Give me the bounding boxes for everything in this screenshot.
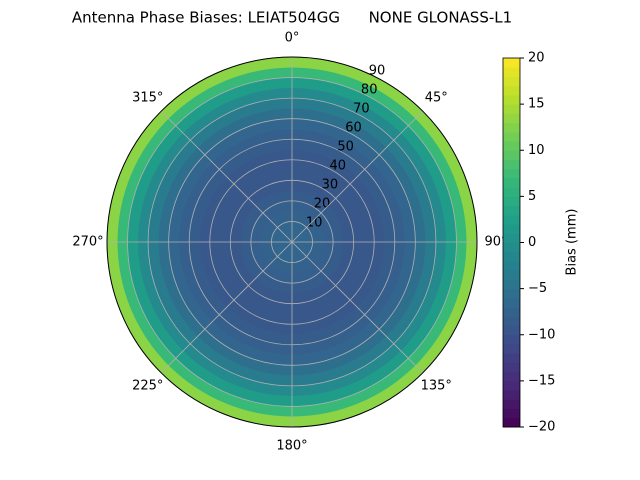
grid-spoke — [160, 241, 293, 374]
colorbar-tick-label: −20 — [528, 420, 555, 435]
colorbar-segment — [503, 260, 520, 271]
colorbar-segment — [503, 297, 520, 308]
colorbar-tick-label: −15 — [528, 373, 555, 388]
grid-spoke — [291, 241, 424, 374]
colorbar-segment — [503, 270, 520, 280]
colorbar-segment — [503, 353, 520, 363]
colorbar-segment — [503, 362, 520, 373]
colorbar-segment — [503, 141, 520, 151]
theta-tick-label: 0° — [285, 31, 300, 46]
colorbar-segment — [503, 94, 520, 105]
r-tick-label: 90 — [369, 64, 386, 79]
colorbar-segment — [503, 187, 520, 197]
colorbar-tick-label: 20 — [528, 51, 545, 66]
polar-frame — [106, 56, 478, 428]
colorbar-segment — [503, 67, 520, 77]
colorbar-tick-label: 5 — [528, 189, 536, 204]
colorbar-label: Bias (mm) — [565, 209, 580, 276]
grid-spoke — [291, 110, 424, 243]
colorbar-segment — [503, 76, 520, 87]
colorbar-segment — [503, 251, 520, 262]
r-tick-label: 30 — [322, 178, 339, 193]
r-tick-label: 50 — [337, 140, 354, 155]
colorbar-segment — [503, 159, 520, 170]
colorbar-segment — [503, 417, 520, 428]
colorbar-segment — [503, 122, 520, 133]
colorbar-segment — [503, 399, 520, 410]
colorbar-segment — [503, 279, 520, 290]
theta-tick-label: 315° — [132, 90, 163, 105]
colorbar-segment — [503, 408, 520, 419]
colorbar-segment — [503, 380, 520, 391]
colorbar-segment — [503, 113, 520, 124]
r-tick-label: 80 — [361, 83, 378, 98]
colorbar-segment — [503, 205, 520, 216]
theta-tick-label: 270° — [72, 235, 103, 250]
theta-tick-label: 225° — [132, 379, 163, 394]
r-tick-label: 60 — [345, 121, 362, 136]
colorbar-segment — [503, 307, 520, 317]
colorbar-tick-label: −5 — [528, 281, 547, 296]
colorbar-segment — [503, 242, 520, 253]
colorbar-segment — [503, 390, 520, 400]
colorbar-segment — [503, 343, 520, 354]
r-tick-label: 20 — [314, 197, 331, 212]
colorbar-segment — [503, 325, 520, 336]
colorbar-segment — [503, 131, 520, 142]
colorbar-segment — [503, 334, 520, 345]
colorbar-segment — [503, 85, 520, 96]
colorbar-tick-label: 15 — [528, 97, 545, 112]
chart-title: Antenna Phase Biases: LEIAT504GG NONE GL… — [72, 9, 512, 27]
colorbar-segment — [503, 371, 520, 382]
grid-spoke — [160, 110, 293, 243]
r-tick-label: 70 — [353, 102, 370, 117]
colorbar-segment — [503, 177, 520, 188]
colorbar-tick-label: 0 — [528, 235, 536, 250]
colorbar-tick-label: −10 — [528, 327, 555, 342]
colorbar-tick-label: 10 — [528, 143, 545, 158]
colorbar-segment — [503, 224, 520, 234]
r-tick-label: 40 — [329, 159, 346, 174]
colorbar-segment — [503, 233, 520, 243]
colorbar-segment — [503, 196, 520, 207]
colorbar-segment — [503, 58, 520, 68]
colorbar-segment — [503, 168, 520, 179]
colorbar-segment — [503, 288, 520, 299]
theta-tick-label: 135° — [421, 379, 452, 394]
colorbar-segment — [503, 104, 520, 114]
theta-tick-label: 180° — [276, 439, 307, 454]
theta-tick-label: 45° — [425, 90, 448, 105]
colorbar-segment — [503, 214, 520, 225]
colorbar-segment — [503, 316, 520, 327]
r-tick-label: 10 — [306, 216, 323, 231]
theta-tick-label: 90° — [484, 235, 507, 250]
colorbar-segment — [503, 150, 520, 160]
